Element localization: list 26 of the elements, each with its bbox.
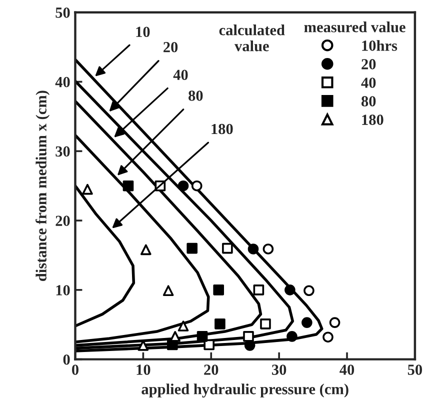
x-axis-title: applied hydraulic pressure (cm) — [142, 384, 348, 398]
x-tick-label: 0 — [72, 364, 78, 375]
annotation: 20 — [164, 42, 178, 52]
legend-label: 20 — [362, 59, 376, 70]
y-tick-label: 0 — [63, 354, 70, 365]
legend-label: 10hrs — [362, 40, 398, 51]
x-tick-label: 40 — [340, 364, 354, 375]
legend-title: measured value — [304, 22, 406, 32]
x-tick-label: 10 — [136, 364, 150, 375]
legend-label: 40 — [361, 78, 376, 88]
y-tick-label: 20 — [56, 216, 70, 226]
y-tick-label: 10 — [56, 285, 70, 296]
annotation: 180 — [212, 124, 233, 134]
annotation: 10 — [136, 26, 150, 38]
annotation: calculated value — [219, 24, 285, 52]
legend-label: 180 — [362, 114, 384, 125]
y-axis-title: distance from medium x (cm) — [36, 90, 50, 281]
x-tick-label: 20 — [204, 364, 218, 375]
y-tick-label: 50 — [56, 8, 70, 18]
legend-label: 80 — [361, 96, 376, 106]
x-tick-label: 50 — [408, 364, 422, 375]
x-tick-label: 30 — [272, 364, 286, 375]
annotation: 40 — [173, 70, 188, 80]
y-tick-label: 40 — [55, 76, 70, 88]
y-tick-label: 30 — [56, 146, 70, 157]
annotation: 80 — [188, 90, 203, 101]
